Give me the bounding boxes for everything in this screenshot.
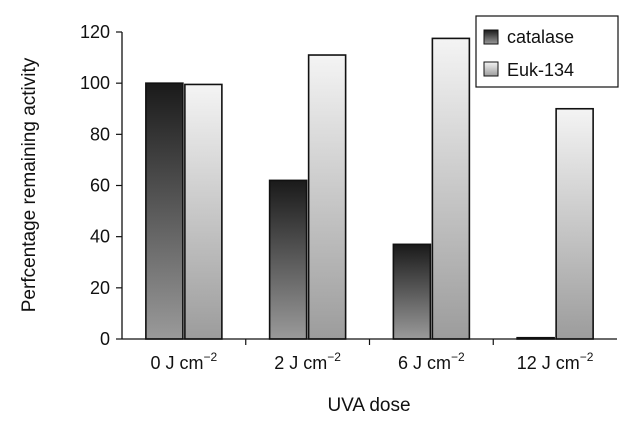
legend-swatch-euk134 <box>484 62 498 76</box>
x-category-label: 6 J cm−2 <box>398 350 465 373</box>
bar-catalase-0 <box>146 83 183 339</box>
y-axis-ticks: 0 20 40 60 80 100 120 <box>80 22 122 349</box>
legend-label-euk134: Euk-134 <box>507 60 574 80</box>
bar-euk134-3 <box>556 109 593 339</box>
x-category-label: 12 J cm−2 <box>517 350 594 373</box>
legend-swatch-catalase <box>484 30 498 44</box>
bar-euk134-1 <box>309 55 346 339</box>
bar-chart: 0 20 40 60 80 100 120 0 J cm−2 2 J cm−2 6 J cm−2… <box>0 0 638 425</box>
legend: catalase Euk-134 <box>476 16 618 87</box>
y-axis-title: Perfcentage remaining activity <box>19 57 40 312</box>
y-tick-label: 120 <box>80 22 110 42</box>
y-tick-label: 40 <box>90 227 110 247</box>
bar-euk134-0 <box>185 84 222 339</box>
x-axis-labels: 0 J cm−2 2 J cm−2 6 J cm−2 12 J cm−2 <box>151 350 594 373</box>
legend-label-catalase: catalase <box>507 27 574 47</box>
y-tick-label: 80 <box>90 124 110 144</box>
x-axis-title: UVA dose <box>327 395 410 416</box>
bar-euk134-2 <box>432 38 469 339</box>
y-tick-label: 0 <box>100 329 110 349</box>
x-category-label: 2 J cm−2 <box>274 350 341 373</box>
y-tick-label: 100 <box>80 73 110 93</box>
bar-catalase-2 <box>393 244 430 339</box>
bar-catalase-1 <box>270 180 307 339</box>
x-category-label: 0 J cm−2 <box>151 350 218 373</box>
y-tick-label: 60 <box>90 176 110 196</box>
y-tick-label: 20 <box>90 278 110 298</box>
